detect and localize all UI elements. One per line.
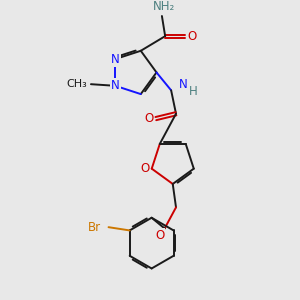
Text: N: N (111, 52, 120, 66)
Text: NH₂: NH₂ (152, 0, 175, 13)
Text: O: O (140, 162, 149, 175)
Text: CH₃: CH₃ (66, 79, 87, 89)
Text: O: O (188, 30, 197, 43)
Text: N: N (111, 79, 120, 92)
Text: O: O (144, 112, 153, 125)
Text: Br: Br (88, 221, 101, 234)
Text: O: O (155, 229, 164, 242)
Text: H: H (189, 85, 198, 98)
Text: N: N (179, 78, 188, 91)
